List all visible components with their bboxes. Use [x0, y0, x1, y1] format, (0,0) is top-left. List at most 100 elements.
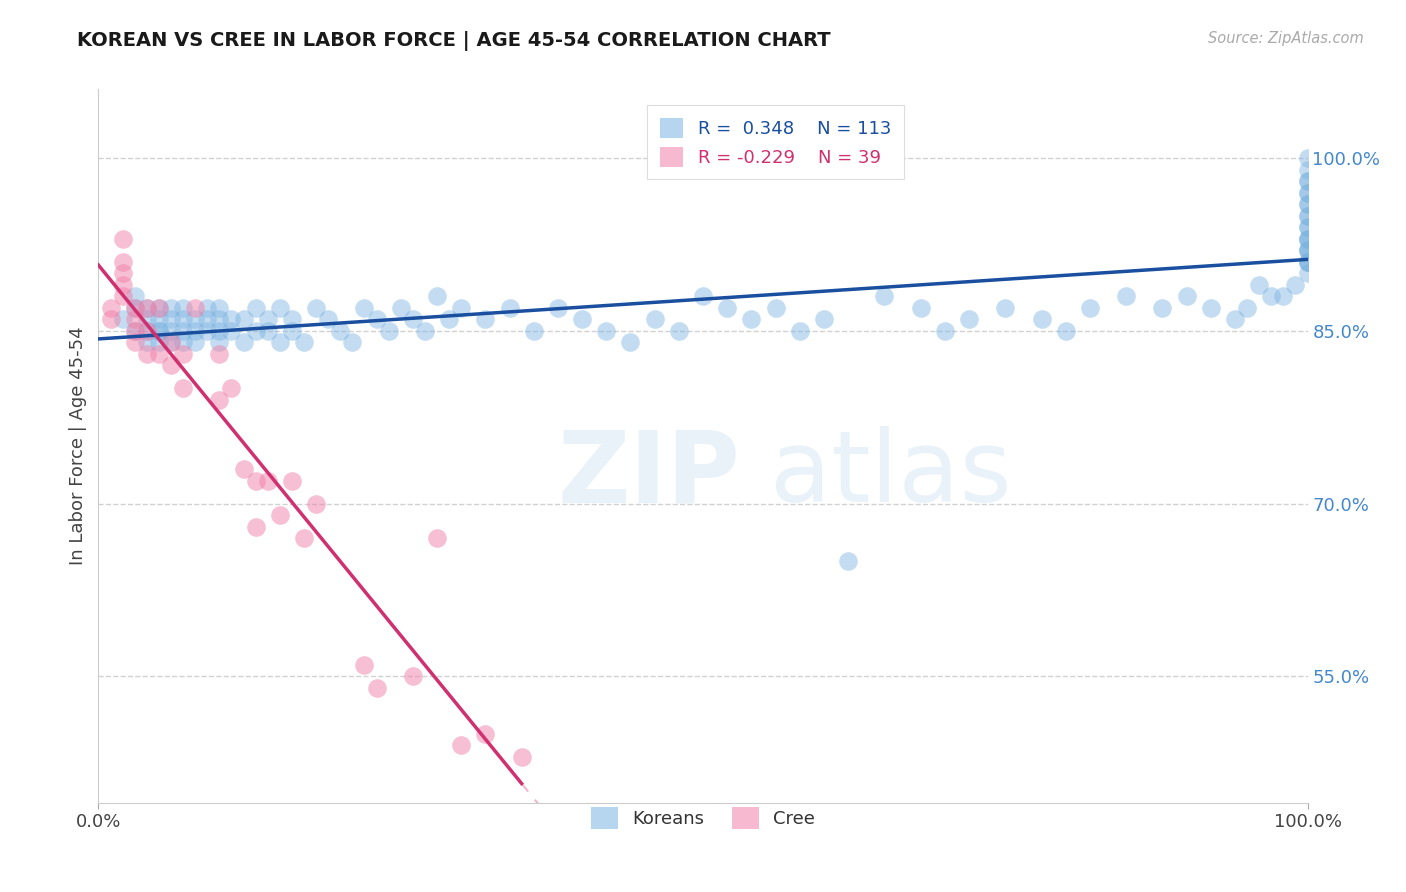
Point — [269, 508, 291, 522]
Point — [195, 301, 218, 315]
Point — [1236, 301, 1258, 315]
Point — [1199, 301, 1222, 315]
Point — [160, 312, 183, 326]
Point — [221, 381, 243, 395]
Point — [148, 301, 170, 315]
Point — [111, 232, 134, 246]
Point — [1296, 220, 1319, 235]
Point — [160, 359, 183, 373]
Text: atlas: atlas — [769, 426, 1011, 523]
Point — [1296, 174, 1319, 188]
Point — [148, 301, 170, 315]
Point — [195, 324, 218, 338]
Point — [305, 497, 328, 511]
Point — [135, 312, 157, 326]
Point — [910, 301, 932, 315]
Point — [184, 312, 207, 326]
Point — [426, 289, 449, 303]
Point — [353, 301, 375, 315]
Point — [135, 301, 157, 315]
Point — [148, 347, 170, 361]
Point — [135, 335, 157, 350]
Point — [316, 312, 339, 326]
Point — [148, 324, 170, 338]
Point — [837, 554, 859, 568]
Point — [595, 324, 617, 338]
Point — [160, 335, 183, 350]
Point — [292, 531, 315, 545]
Point — [221, 324, 243, 338]
Point — [1296, 244, 1319, 258]
Point — [957, 312, 980, 326]
Point — [148, 335, 170, 350]
Point — [1296, 244, 1319, 258]
Point — [1296, 174, 1319, 188]
Point — [342, 335, 364, 350]
Point — [172, 312, 194, 326]
Point — [124, 324, 146, 338]
Point — [474, 312, 496, 326]
Point — [245, 474, 267, 488]
Point — [1223, 312, 1246, 326]
Point — [329, 324, 352, 338]
Point — [184, 335, 207, 350]
Point — [269, 301, 291, 315]
Point — [208, 301, 231, 315]
Point — [1152, 301, 1174, 315]
Point — [208, 324, 231, 338]
Point — [124, 324, 146, 338]
Point — [740, 312, 762, 326]
Point — [619, 335, 641, 350]
Point — [498, 301, 520, 315]
Point — [1296, 232, 1319, 246]
Point — [124, 301, 146, 315]
Point — [450, 738, 472, 752]
Point — [184, 324, 207, 338]
Point — [1296, 209, 1319, 223]
Point — [1296, 266, 1319, 280]
Point — [100, 301, 122, 315]
Point — [124, 289, 146, 303]
Point — [450, 301, 472, 315]
Point — [813, 312, 835, 326]
Point — [1260, 289, 1282, 303]
Point — [184, 301, 207, 315]
Point — [245, 324, 267, 338]
Point — [160, 324, 183, 338]
Point — [172, 335, 194, 350]
Point — [208, 335, 231, 350]
Point — [1296, 162, 1319, 177]
Point — [1296, 197, 1319, 211]
Point — [172, 301, 194, 315]
Point — [292, 335, 315, 350]
Point — [245, 301, 267, 315]
Point — [135, 301, 157, 315]
Point — [208, 347, 231, 361]
Point — [1249, 277, 1271, 292]
Text: KOREAN VS CREE IN LABOR FORCE | AGE 45-54 CORRELATION CHART: KOREAN VS CREE IN LABOR FORCE | AGE 45-5… — [77, 31, 831, 51]
Point — [1296, 186, 1319, 200]
Point — [111, 255, 134, 269]
Point — [1175, 289, 1198, 303]
Point — [1296, 244, 1319, 258]
Point — [148, 312, 170, 326]
Point — [934, 324, 956, 338]
Point — [510, 749, 533, 764]
Point — [269, 335, 291, 350]
Point — [571, 312, 593, 326]
Point — [873, 289, 896, 303]
Point — [135, 324, 157, 338]
Point — [172, 381, 194, 395]
Point — [1296, 255, 1319, 269]
Point — [195, 312, 218, 326]
Point — [402, 669, 425, 683]
Point — [377, 324, 399, 338]
Point — [135, 347, 157, 361]
Point — [160, 335, 183, 350]
Point — [256, 324, 278, 338]
Point — [426, 531, 449, 545]
Point — [1031, 312, 1053, 326]
Point — [366, 312, 388, 326]
Point — [1296, 197, 1319, 211]
Point — [160, 301, 183, 315]
